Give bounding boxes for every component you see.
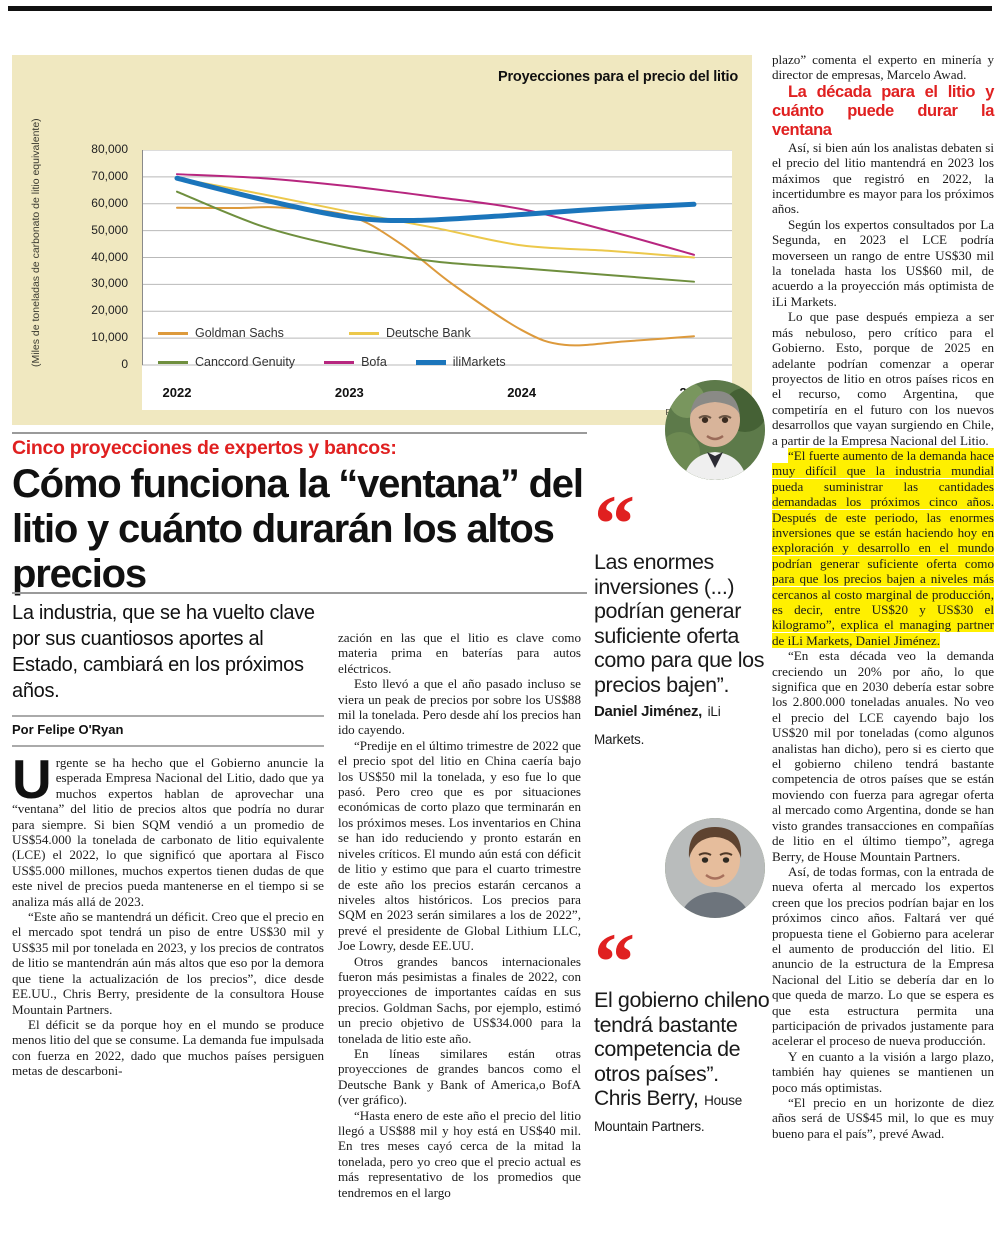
chart-y-tick-label: 20,000	[91, 303, 128, 318]
chart-legend-item: Deutsche Bank	[348, 326, 471, 340]
chart-legend-row-1: Goldman Sachs Deutsche Bank	[158, 326, 493, 340]
chart-svg	[142, 150, 732, 366]
paragraph: Otros grandes bancos internacionales fue…	[338, 953, 581, 1046]
paragraph: Según los expertos consultados por La Se…	[772, 216, 994, 309]
chart-legend-swatch	[158, 360, 188, 364]
chart-legend-label: Bofa	[361, 355, 387, 369]
chart-series-line	[176, 206, 695, 347]
body-column-4: plazo” comenta el experto en minería y d…	[772, 52, 994, 1245]
pullquote-org-1: iLi Markets.	[594, 704, 721, 747]
chart-legend-item: Bofa	[324, 355, 387, 369]
chart-legend-swatch	[415, 359, 446, 365]
chart-y-tick-label: 50,000	[91, 222, 128, 237]
chart-series-line	[176, 177, 695, 259]
headline-bottom-rule	[12, 592, 587, 594]
chart-legend-label: iliMarkets	[452, 355, 506, 369]
chart-legend-item: iliMarkets	[415, 355, 506, 369]
lithium-price-chart: Proyecciones para el precio del litio (M…	[12, 55, 752, 425]
chart-y-axis-label: (Miles de toneladas de carbonato de liti…	[30, 118, 42, 367]
section-subhead: La década para el litio y cuánto puede d…	[772, 82, 994, 139]
chart-series-line	[174, 175, 697, 224]
paragraph: Lo que pase después empieza a ser más ne…	[772, 309, 994, 448]
byline-bottom-rule	[12, 745, 324, 747]
paragraph: plazo” comenta el experto en minería y d…	[772, 52, 994, 83]
avatar-daniel-jimenez	[665, 380, 765, 480]
paragraph: “El precio en un horizonte de diez años …	[772, 1095, 994, 1141]
paragraph: En líneas similares están otras proyecci…	[338, 1045, 581, 1108]
paragraph: “En esta década veo la demanda creciendo…	[772, 648, 994, 864]
chart-y-tick-label: 0	[121, 357, 128, 371]
top-rule	[8, 6, 992, 11]
chart-y-tick-label: 40,000	[91, 249, 128, 264]
chart-legend-swatch	[158, 331, 188, 335]
paragraph: Y en cuanto a la visión a largo plazo, t…	[772, 1048, 994, 1095]
drop-cap: U	[12, 748, 52, 810]
chart-legend-label: Canccord Genuity	[195, 355, 296, 369]
paragraph: “Hasta enero de este año el precio del l…	[338, 1107, 581, 1200]
paragraph: Así, si bien aún los analistas debaten s…	[772, 139, 994, 217]
body-column-2: zación en las que el litio es clave como…	[338, 630, 581, 1245]
chart-legend-label: Deutsche Bank	[385, 326, 471, 340]
chart-series-line	[176, 173, 695, 256]
chart-x-tick-label: 2022	[162, 385, 192, 400]
byline-top-rule	[12, 715, 324, 717]
chart-x-tick-label: 2023	[334, 385, 364, 400]
chart-y-tick-label: 10,000	[91, 330, 128, 345]
paragraph: “Este año se mantendrá un déficit. Creo …	[12, 909, 324, 1017]
chart-legend-row-2: Canccord Genuity Bofa iliMarkets	[158, 355, 528, 369]
chart-y-tick-label: 70,000	[91, 168, 128, 183]
article-byline: Por Felipe O'Ryan	[12, 722, 124, 737]
pullquote-body-2: El gobierno chileno tendrá bastante comp…	[594, 988, 770, 1086]
pullquote-org-2: House Mountain Partners.	[594, 1093, 743, 1134]
highlight-span: “El fuerte aumento de la demanda hace mu…	[772, 447, 994, 648]
pullquote-text-2: El gobierno chileno tendrá bastante comp…	[594, 988, 770, 1136]
headline-top-rule	[12, 432, 587, 434]
pullquote-text-1: Las enormes inversiones (...) podrían ge…	[594, 550, 770, 752]
pullquote-body-1: Las enormes inversiones (...) podrían ge…	[594, 550, 765, 697]
chart-series-line	[176, 190, 695, 283]
paragraph: “Predije en el último trimestre de 2022 …	[338, 737, 581, 954]
chart-y-tick-label: 30,000	[91, 276, 128, 291]
article-kicker: Cinco proyecciones de expertos y bancos:	[12, 437, 397, 459]
page-title: Cómo funciona la “ventana” del litio y c…	[12, 462, 584, 596]
chart-y-tick-label: 60,000	[91, 195, 128, 210]
paragraph: El déficit se da porque hoy en el mundo …	[12, 1016, 324, 1079]
pullquote-author-2: Chris Berry,	[594, 1087, 699, 1110]
chart-legend-label: Goldman Sachs	[195, 326, 284, 340]
highlighted-paragraph: “El fuerte aumento de la demanda hace mu…	[772, 447, 994, 648]
chart-plot-area	[142, 150, 732, 410]
quote-mark-icon-1: “	[594, 478, 635, 569]
chart-x-tick-label: 2024	[507, 385, 537, 400]
article-lead: La industria, que se ha vuelto clave por…	[12, 602, 315, 702]
quote-mark-icon-2: “	[594, 916, 635, 1007]
avatar-chris-berry	[665, 818, 765, 918]
chart-legend-item: Canccord Genuity	[158, 355, 295, 369]
paragraph: Esto llevó a que el año pasado incluso s…	[338, 676, 581, 738]
pullquote-author-1: Daniel Jiménez,	[594, 703, 703, 720]
chart-legend-swatch	[324, 360, 355, 364]
chart-y-tick-label: 80,000	[91, 142, 128, 156]
chart-legend-swatch	[348, 331, 379, 335]
chart-y-axis-label-wrap: (Miles de toneladas de carbonato de liti…	[12, 55, 42, 367]
chart-title: Proyecciones para el precio del litio	[498, 69, 738, 85]
chart-legend-item: Goldman Sachs	[158, 326, 284, 340]
paragraph: Así, de todas formas, con la entrada de …	[772, 863, 994, 1049]
paragraph: zación en las que el litio es clave como…	[338, 630, 581, 676]
